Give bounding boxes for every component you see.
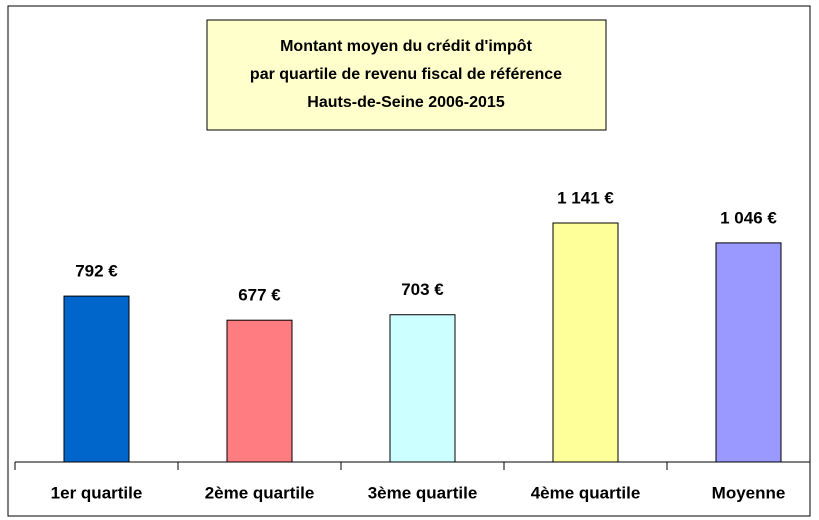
value-label: 703 €	[401, 280, 444, 299]
title-box	[206, 19, 607, 131]
chart-title: Montant moyen du crédit d'impôt	[280, 38, 532, 55]
bar	[226, 319, 293, 463]
value-label: 1 141 €	[557, 188, 614, 207]
x-tick-label: 3ème quartile	[368, 483, 478, 502]
value-label: 1 046 €	[720, 208, 777, 227]
bar	[63, 295, 130, 463]
bar	[552, 222, 619, 463]
x-tick-label: 1er quartile	[51, 483, 143, 502]
x-tick-label: 2ème quartile	[205, 483, 315, 502]
chart-title: par quartile de revenu fiscal de référen…	[250, 66, 562, 83]
bar	[389, 314, 456, 463]
x-tick-label: 4ème quartile	[531, 483, 641, 502]
bar	[715, 242, 782, 463]
x-tick-label: Moyenne	[712, 483, 786, 502]
value-label: 677 €	[238, 286, 281, 305]
chart-title: Hauts-de-Seine 2006-2015	[307, 94, 505, 111]
value-label: 792 €	[75, 262, 118, 281]
